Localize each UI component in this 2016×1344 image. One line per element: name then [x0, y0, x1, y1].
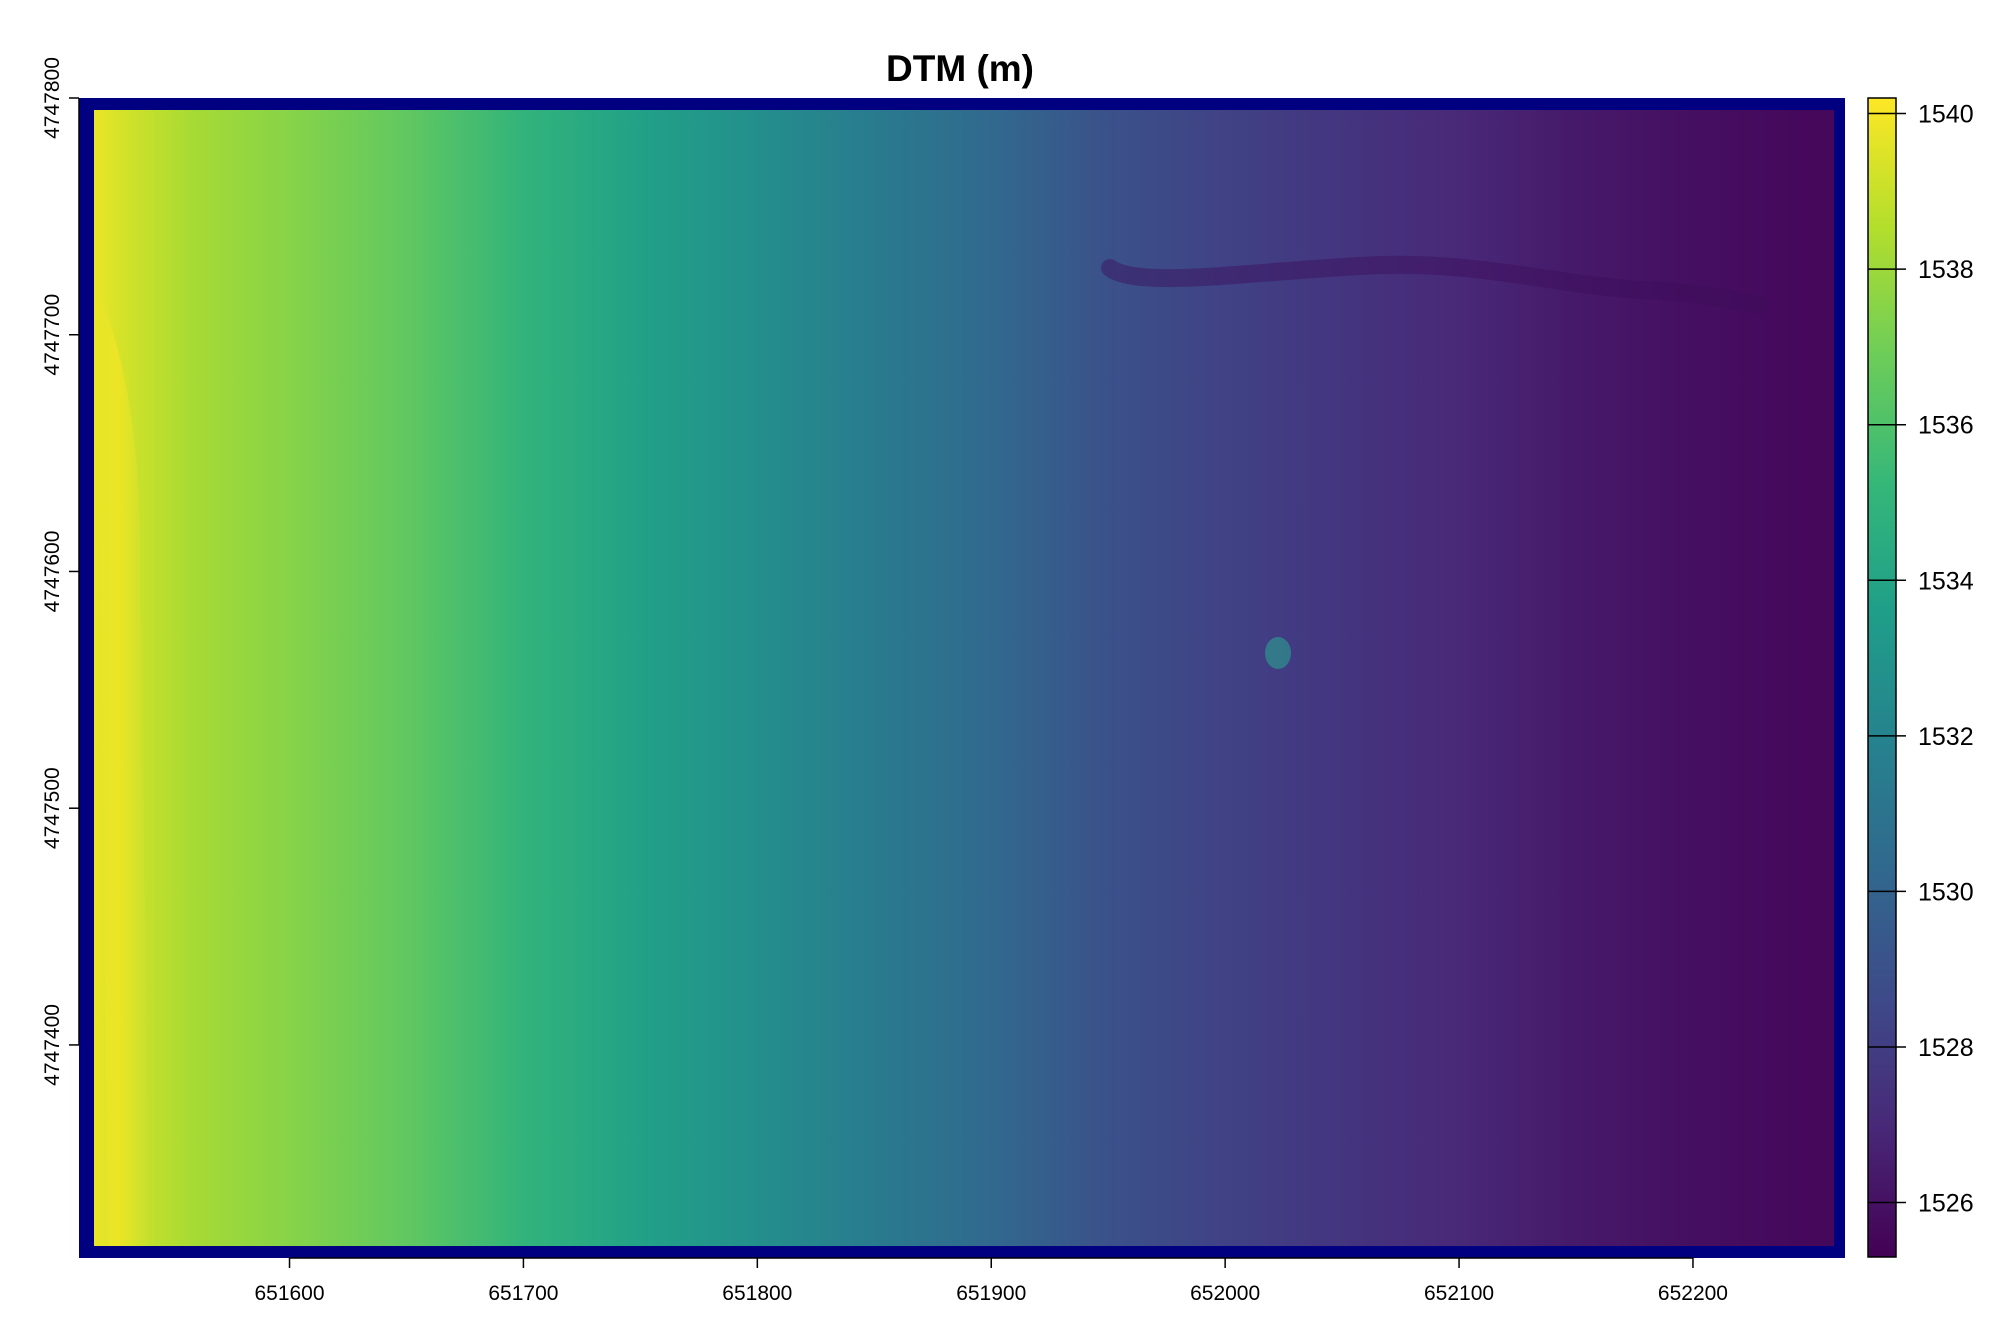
colorbar-tick-label: 1534: [1918, 567, 1974, 595]
colorbar-tick-label: 1540: [1918, 101, 1974, 129]
y-tick-label: 4747800: [41, 57, 64, 139]
colorbar-axis: 1526 1528 1530 1532 1534 1536 1538 1540: [1868, 101, 1974, 1218]
x-tick-label: 652100: [1424, 1282, 1494, 1305]
colorbar-ramp: [1867, 97, 1897, 1258]
colorbar-tick-label: 1532: [1918, 723, 1974, 751]
x-tick-label: 651600: [254, 1282, 324, 1305]
colorbar: 1526 1528 1530 1532 1534 1536 1538 1540: [1867, 97, 1974, 1258]
x-tick-label: 651900: [956, 1282, 1026, 1305]
x-tick-label: 651800: [722, 1282, 792, 1305]
x-tick-label: 651700: [488, 1282, 558, 1305]
depression-spot: [1265, 637, 1291, 669]
y-tick-label: 4747700: [41, 294, 64, 376]
x-tick-label: 652000: [1190, 1282, 1260, 1305]
y-axis: 4747400 4747500 4747600 4747700 4747800: [41, 57, 80, 1086]
drainage-channel: [1101, 255, 1769, 314]
elevation-raster: [94, 110, 1834, 1246]
raster-area: [94, 110, 1834, 1246]
colorbar-tick-label: 1536: [1918, 412, 1974, 440]
colorbar-tick-label: 1538: [1918, 256, 1974, 284]
chart-title: DTM (m): [886, 48, 1034, 89]
x-tick-label: 652200: [1658, 1282, 1728, 1305]
colorbar-tick-label: 1530: [1918, 878, 1974, 906]
road-ridge: [96, 290, 150, 1246]
y-tick-label: 4747500: [41, 767, 64, 849]
y-tick-label: 4747600: [41, 531, 64, 613]
colorbar-tick-label: 1528: [1918, 1034, 1974, 1062]
y-tick-label: 4747400: [41, 1004, 64, 1086]
x-axis: 651600 651700 651800 651900 652000 652100 6522…: [254, 1257, 1728, 1305]
colorbar-tick-label: 1526: [1918, 1190, 1974, 1218]
